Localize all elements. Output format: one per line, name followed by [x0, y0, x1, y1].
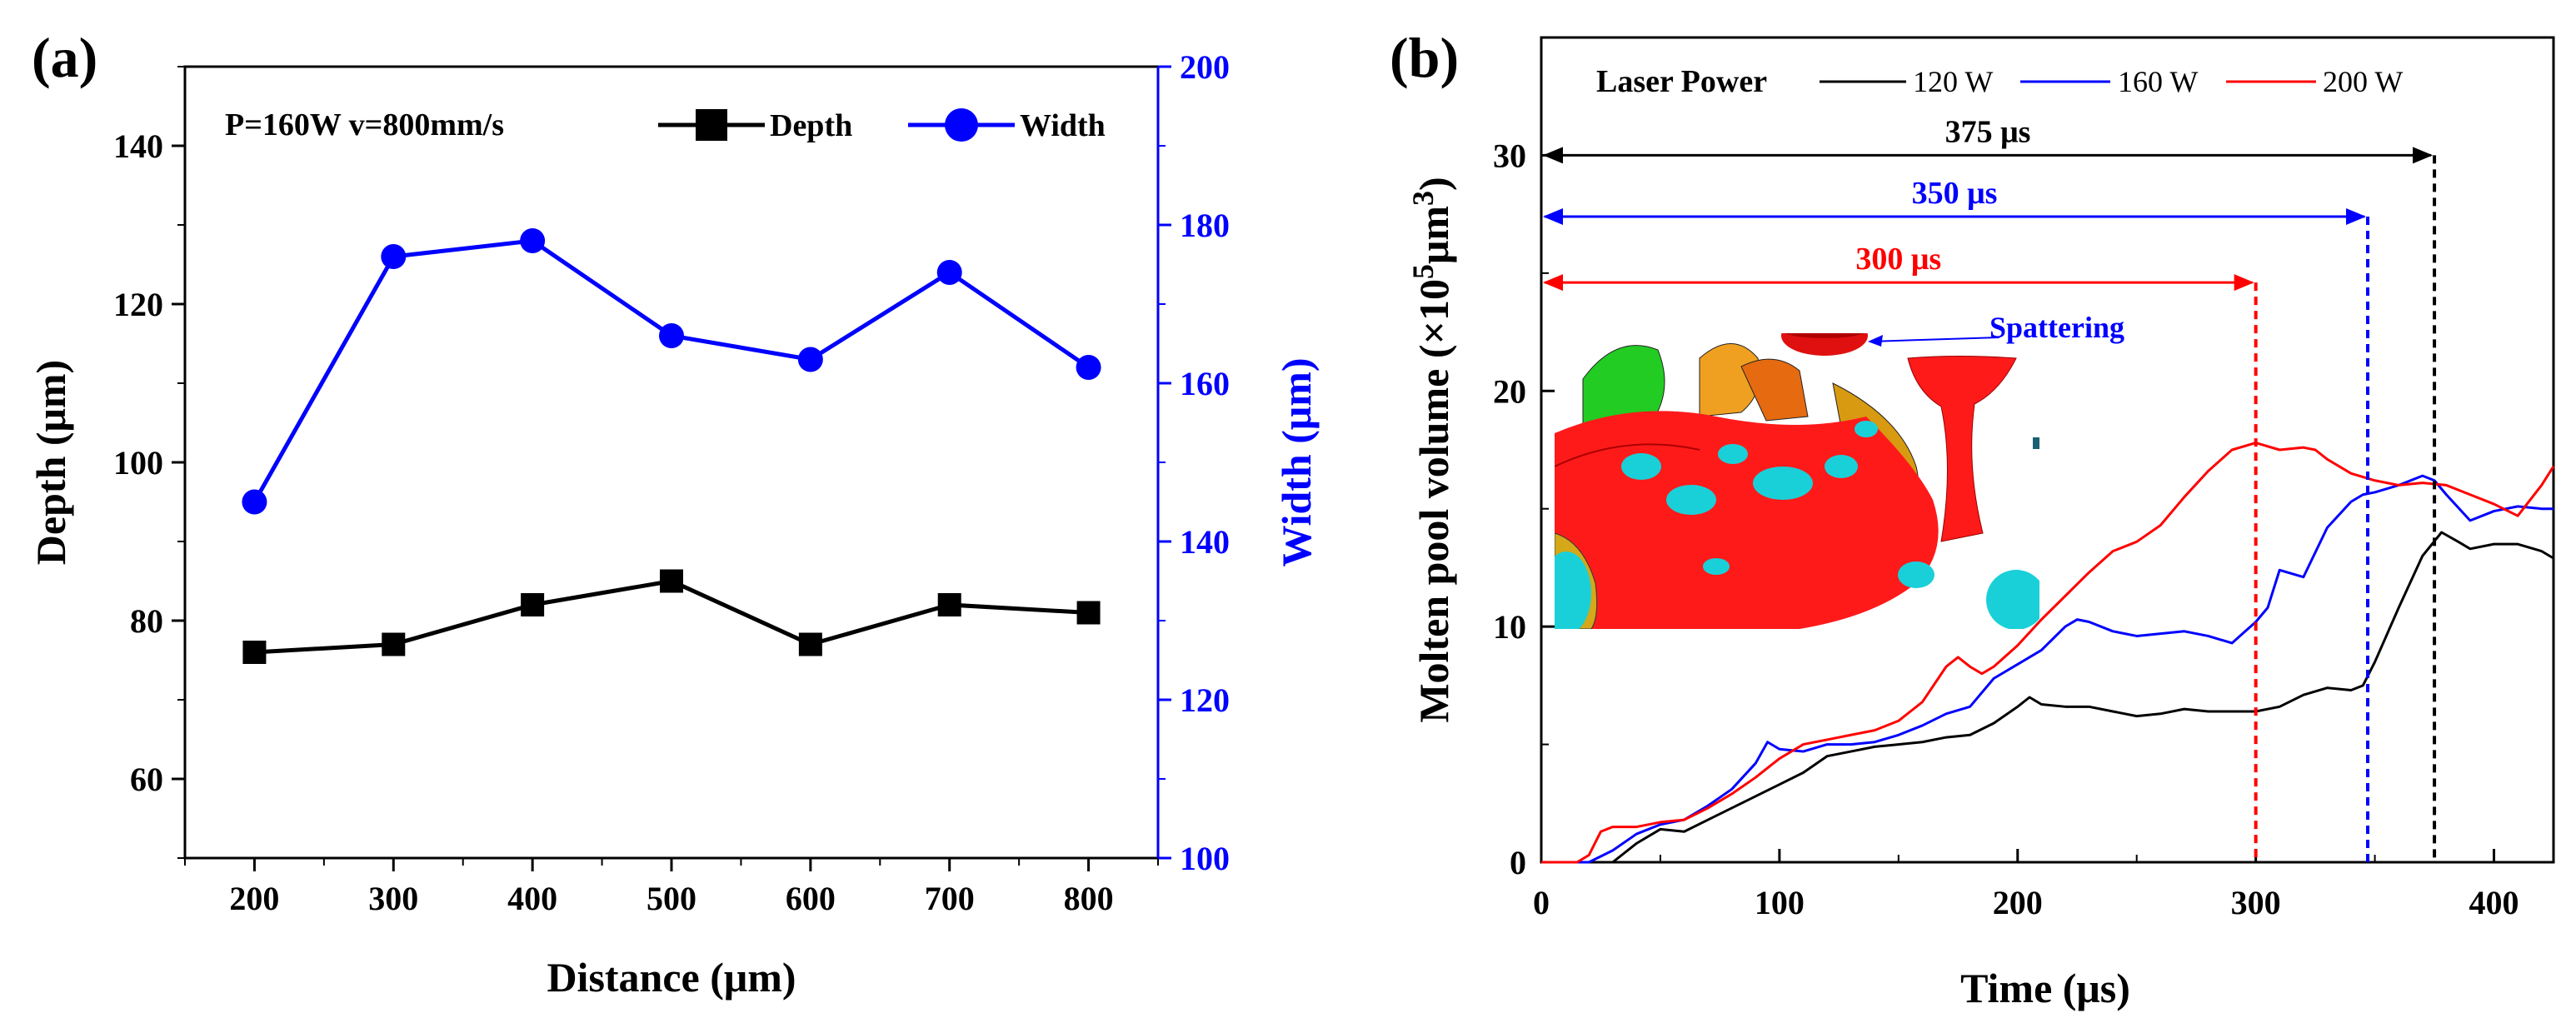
series-line-width: [252, 238, 1090, 503]
depth-point: [937, 593, 961, 616]
legend-title: Laser Power: [1596, 64, 1767, 99]
series-line-200w: [1541, 442, 2555, 864]
panel-a-plot-frame: [183, 65, 1160, 860]
spattering-arrow-head: [1868, 335, 1883, 347]
panel-a-series: [242, 228, 1101, 664]
panel-a: (a) 200 300 400 500 600 700 800 6080100120140 …: [27, 26, 1320, 1001]
y-tick-label: 140: [113, 127, 163, 165]
x-tick-label: 200: [229, 880, 279, 917]
legend-120w-label: 120 W: [1913, 65, 1993, 98]
y2-tick-label: 200: [1180, 48, 1230, 86]
width-point: [381, 244, 407, 269]
panel-b-label: (b): [1390, 26, 1459, 89]
x-tick-label: 500: [646, 880, 696, 917]
legend-depth-marker: [696, 109, 727, 141]
width-point: [659, 323, 684, 348]
legend-width-label: Width: [1020, 108, 1106, 143]
panel-b-y-ticks: 0 10 20 30: [1493, 37, 1555, 881]
panel-a-y2-ticks: 100 120 140 160 180 200: [1158, 48, 1230, 877]
time-marker-arrowhead-left: [1543, 147, 1563, 164]
depth-point: [1076, 601, 1101, 625]
x-tick-label: 100: [1755, 884, 1805, 921]
panel-b-plot-frame: [1540, 36, 2555, 864]
depth-point: [521, 593, 545, 616]
legend-width-marker: [945, 108, 978, 142]
time-marker-label: 300 μs: [1855, 242, 1941, 277]
panel-b-time-markers: 375 μs 350 μs 300 μs: [1543, 114, 2437, 862]
time-marker-arrowhead-right: [2234, 274, 2254, 292]
y-label-main: Molten pool volume (×10: [1410, 279, 1457, 723]
y-label-end: ): [1410, 177, 1457, 191]
y-label-mid: μm: [1410, 206, 1457, 264]
y2-tick-label: 120: [1180, 681, 1230, 719]
y-tick-label: 0: [1510, 844, 1526, 881]
x-tick-label: 400: [507, 880, 557, 917]
y2-tick-label: 180: [1180, 207, 1230, 244]
depth-point: [242, 641, 267, 664]
width-point: [242, 489, 267, 515]
depth-point: [798, 632, 822, 656]
time-marker-label: 375 μs: [1945, 114, 2031, 149]
time-marker-arrowhead-right: [2413, 147, 2434, 164]
y2-tick-label: 160: [1180, 365, 1230, 402]
panel-b-x-label: Time (μs): [1960, 965, 2130, 1011]
y-label-sup2: 3: [1406, 191, 1440, 206]
x-tick-label: 800: [1064, 880, 1114, 917]
x-tick-label: 300: [2231, 884, 2281, 921]
x-tick-label: 600: [786, 880, 836, 917]
spattering-arrow: [1870, 337, 2000, 342]
y2-tick-label: 100: [1180, 840, 1230, 877]
y-tick-label: 10: [1493, 608, 1526, 646]
x-tick-label: 400: [2469, 884, 2519, 921]
panel-a-x-label: Distance (μm): [547, 954, 796, 1001]
time-marker-arrowhead-left: [1543, 207, 1563, 225]
panel-b-y-label: Molten pool volume (×105μm3): [1406, 177, 1457, 722]
y-tick-label: 30: [1493, 137, 1526, 174]
width-point: [936, 260, 962, 285]
panel-a-y-ticks: 60 80 100 120 140: [113, 66, 185, 859]
panel-a-annotation: P=160W v=800mm/s: [225, 107, 504, 142]
panel-a-y2-label: Width (μm): [1273, 357, 1320, 566]
spattering-inset-image: Spattering: [1555, 311, 2124, 629]
panel-b: (b) 0 100 200 300 400 0 10 20 30 Time (μs) Molt…: [1390, 26, 2555, 1011]
panel-b-legend: Laser Power 120 W 160 W 200 W: [1596, 64, 2403, 99]
y2-tick-label: 140: [1180, 523, 1230, 561]
series-line-120w: [1541, 531, 2554, 864]
panel-b-x-ticks: 0 100 200 300 400: [1533, 849, 2519, 921]
time-marker-arrowhead-right: [2346, 207, 2367, 225]
y-label-sup1: 5: [1406, 264, 1440, 279]
panel-a-y-label: Depth (μm): [27, 360, 74, 565]
y-tick-label: 120: [113, 286, 163, 323]
width-point: [1076, 355, 1101, 380]
depth-point: [382, 632, 406, 656]
x-tick-label: 200: [1993, 884, 2043, 921]
legend-200w-label: 200 W: [2323, 65, 2403, 98]
time-marker-arrowhead-left: [1543, 274, 1563, 292]
y-tick-label: 60: [130, 761, 163, 798]
legend-depth-label: Depth: [770, 108, 852, 143]
x-tick-label: 700: [925, 880, 975, 917]
width-point: [797, 347, 823, 372]
panel-b-series: [1541, 442, 2555, 864]
x-tick-label: 300: [368, 880, 418, 917]
x-tick-label: 0: [1533, 884, 1550, 921]
y-tick-label: 20: [1493, 372, 1526, 410]
spattering-label: Spattering: [1989, 311, 2124, 344]
y-tick-label: 100: [113, 444, 163, 482]
panel-a-legend: Depth Width: [658, 108, 1106, 143]
panel-a-label: (a): [32, 26, 97, 89]
depth-point: [660, 569, 683, 593]
y-tick-label: 80: [130, 602, 163, 640]
time-marker-label: 350 μs: [1912, 176, 1998, 211]
width-point: [520, 228, 546, 253]
panel-a-x-ticks: 200 300 400 500 600 700 800: [184, 858, 1159, 917]
legend-160w-label: 160 W: [2118, 65, 2198, 98]
